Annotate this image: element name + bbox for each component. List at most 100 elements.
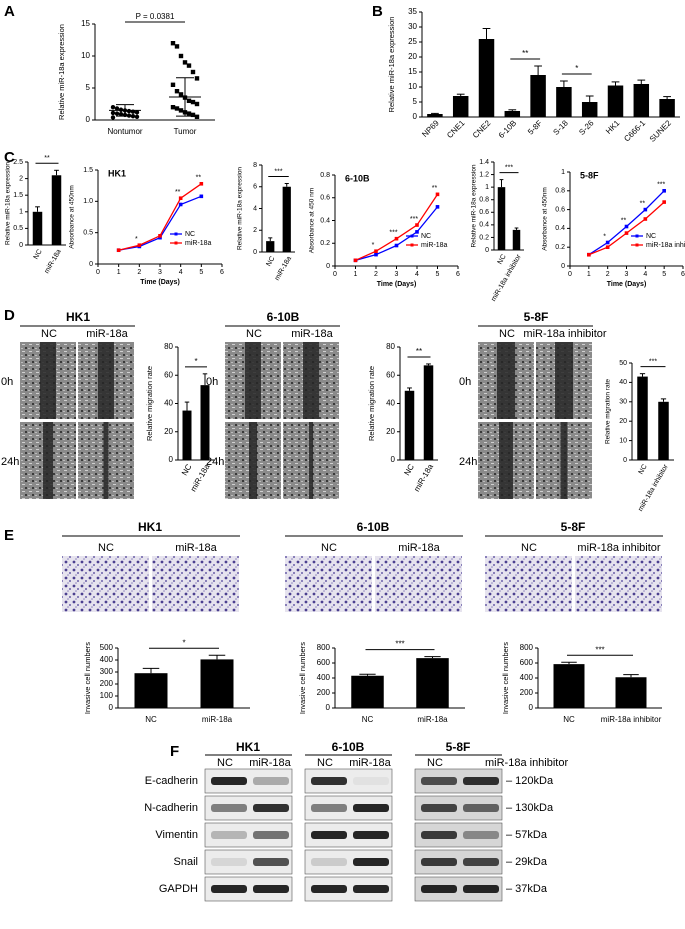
blot-band [253, 777, 289, 785]
data-point [178, 108, 184, 113]
legend-label: miR-18a inhibitor [646, 242, 685, 249]
y-tick-label: 0.8 [320, 172, 330, 179]
invasion-image [152, 556, 239, 612]
y-tick-label: 25 [408, 37, 417, 46]
legend-label: NC [185, 231, 195, 238]
data-point [605, 245, 610, 249]
bar [423, 365, 434, 460]
invasion-image [62, 556, 149, 612]
y-tick-label: 35 [408, 7, 417, 16]
y-tick-label: 0 [485, 247, 489, 254]
blot-band [463, 831, 499, 839]
wound-gap [560, 422, 568, 499]
y-tick-label: 0 [86, 115, 91, 124]
blot-band [311, 831, 347, 839]
x-tick-label: NC [638, 463, 649, 475]
data-point [374, 252, 378, 257]
data-point [435, 192, 440, 197]
blot-band [253, 804, 289, 812]
x-tick-label: CNE2 [471, 118, 493, 140]
bar [404, 390, 415, 460]
data-point [605, 240, 610, 245]
lane-label: NC [427, 757, 443, 769]
y-axis-label: Relative migration rate [145, 366, 154, 441]
chart-title: 5-8F [580, 170, 599, 180]
significance-label: *** [657, 182, 665, 189]
y-tick-label: 20 [619, 418, 627, 425]
data-point [186, 63, 192, 68]
x-tick-label: miR-18a [274, 255, 293, 282]
x-tick-label: miR-18a [412, 462, 435, 493]
data-point [170, 105, 176, 110]
data-point [643, 217, 648, 221]
significance-label: * [135, 236, 138, 243]
y-tick-label: 0.5 [13, 225, 23, 232]
invasion-image [285, 556, 372, 612]
y-tick-label: 0 [169, 455, 174, 464]
series-line [355, 193, 439, 261]
x-tick-label: S-18 [551, 118, 570, 137]
bar [200, 385, 210, 460]
bar [581, 102, 598, 117]
y-tick-label: 500 [100, 643, 114, 652]
x-tick-label: miR-18a [417, 715, 448, 724]
significance-label: ** [44, 155, 50, 162]
wound-gap [249, 422, 257, 499]
data-point [624, 224, 629, 229]
protein-label: N-cadherin [144, 802, 198, 814]
y-tick-label: 60 [386, 370, 395, 379]
y-tick-label: 20 [386, 427, 395, 436]
bar [134, 673, 168, 708]
data-point [199, 181, 204, 186]
block-title: 6-10B [357, 520, 390, 534]
y-tick-label: 400 [100, 655, 114, 664]
size-label: – 120kDa [506, 775, 554, 787]
x-tick-label: 6 [220, 269, 224, 276]
bar [512, 229, 521, 250]
lane-label: miR-18a inhibitor [523, 328, 606, 340]
wound-gap [245, 342, 261, 419]
blot-band [311, 885, 347, 893]
x-tick-label: NP69 [420, 118, 441, 139]
x-tick-label: 2 [374, 271, 378, 278]
bar [659, 99, 675, 117]
blot-band [353, 858, 389, 866]
lane-label: miR-18a [398, 542, 440, 554]
wound-gap [497, 342, 515, 419]
significance-label: ** [621, 217, 627, 224]
significance-label: ** [175, 189, 181, 196]
blot-band [211, 777, 247, 785]
bar [553, 664, 585, 708]
x-tick-label: 3 [395, 271, 399, 278]
x-tick-label: 4 [179, 269, 183, 276]
data-point [170, 41, 176, 46]
y-tick-label: 1 [561, 169, 565, 176]
y-tick-label: 2.5 [13, 159, 23, 166]
y-axis-label: Absorbance at 450nm [69, 185, 76, 249]
lane-label: miR-18a inhibitor [485, 757, 568, 769]
data-point [190, 69, 196, 75]
y-tick-label: 1 [485, 184, 489, 191]
blot-band [421, 777, 457, 785]
time-label: 24h [459, 456, 477, 468]
y-tick-label: 100 [100, 691, 114, 700]
blot-band [311, 804, 347, 812]
data-point [174, 44, 180, 49]
y-tick-label: 0.2 [555, 244, 565, 251]
data-point [643, 207, 648, 212]
y-tick-label: 15 [81, 19, 90, 28]
data-point [174, 89, 180, 94]
block-title: 5-8F [561, 520, 586, 534]
bar [32, 211, 43, 245]
y-tick-label: 40 [619, 379, 627, 386]
significance-label: ** [196, 175, 202, 182]
blot-band [253, 831, 289, 839]
blot-band [211, 831, 247, 839]
y-tick-label: 2 [19, 175, 23, 182]
y-tick-label: 0.4 [555, 225, 565, 232]
x-tick-label: 1 [587, 271, 591, 278]
lane-label: NC [317, 757, 333, 769]
